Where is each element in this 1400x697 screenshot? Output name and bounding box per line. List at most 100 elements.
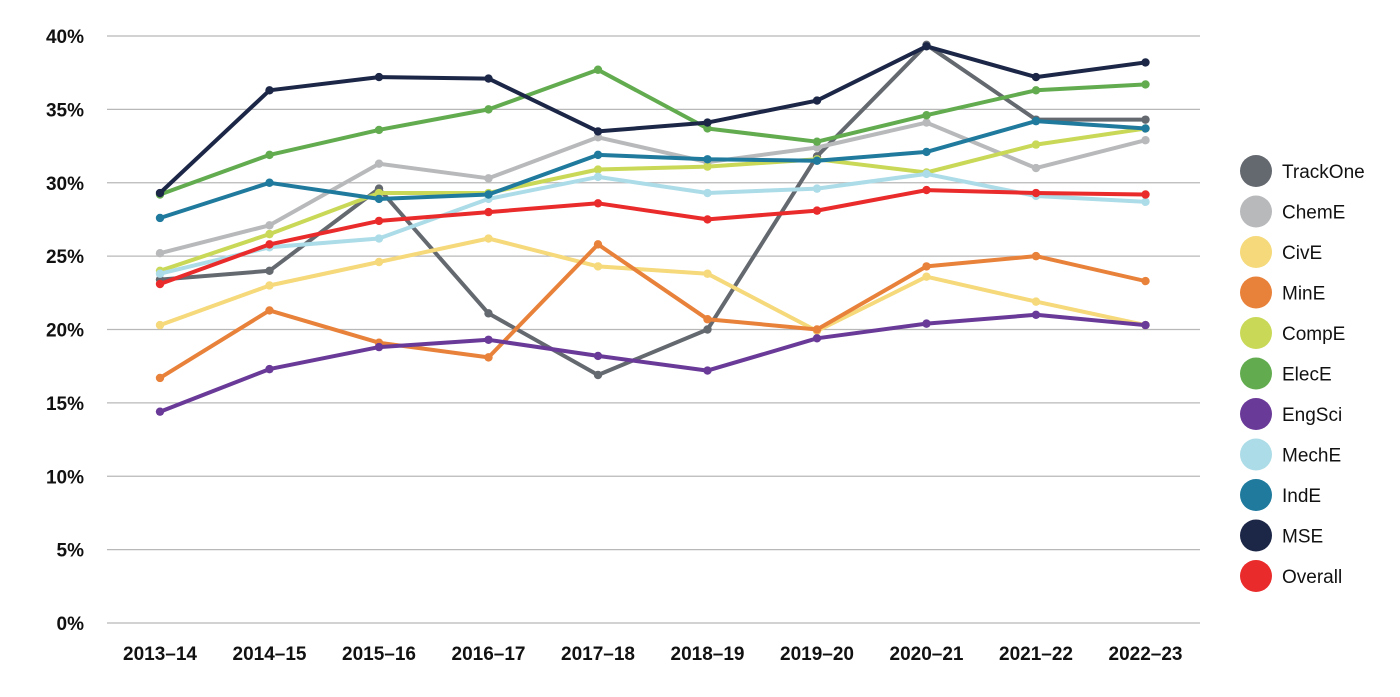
data-point xyxy=(703,315,712,324)
data-point xyxy=(265,229,274,239)
series-engsci xyxy=(155,310,1150,416)
data-point xyxy=(703,155,712,164)
legend-label: MechE xyxy=(1282,446,1341,467)
data-point xyxy=(265,306,274,315)
series-line xyxy=(158,242,1148,380)
data-point xyxy=(374,342,384,352)
series-layer xyxy=(155,40,1150,416)
y-axis-ticks: 0% 5% 10% 15% 20% 25% 30% 35% 40% xyxy=(46,27,84,635)
legend-item-cheme: ChemE xyxy=(1240,195,1345,228)
legend-swatch xyxy=(1240,519,1272,552)
legend-item-mine: MinE xyxy=(1240,276,1325,309)
legend-item-engsci: EngSci xyxy=(1240,398,1342,430)
data-point xyxy=(484,105,493,114)
legend-item-cive: CivE xyxy=(1240,236,1322,268)
data-point xyxy=(593,370,603,380)
data-point xyxy=(484,234,493,243)
legend-label: MinE xyxy=(1282,284,1325,305)
data-point xyxy=(265,281,274,290)
x-tick-label: 2019–20 xyxy=(780,644,854,665)
legend-item-elece: ElecE xyxy=(1240,357,1332,390)
x-tick-label: 2020–21 xyxy=(890,644,964,665)
legend-item-meche: MechE xyxy=(1240,438,1341,471)
data-point xyxy=(374,194,384,204)
legend: TrackOne ChemE CivE MinE CompE ElecE EngSci Mec… xyxy=(1240,155,1365,592)
legend-swatch xyxy=(1240,398,1272,430)
data-point xyxy=(265,221,274,230)
series-inde xyxy=(155,116,1150,223)
data-point xyxy=(1141,320,1150,330)
data-point xyxy=(593,262,603,271)
y-tick-label: 40% xyxy=(46,27,84,48)
legend-label: TrackOne xyxy=(1282,162,1365,183)
legend-label: ElecE xyxy=(1282,365,1332,386)
data-point xyxy=(155,188,165,198)
data-point xyxy=(484,174,493,183)
y-tick-label: 0% xyxy=(57,614,85,635)
data-point xyxy=(1031,163,1041,173)
data-point xyxy=(593,150,603,160)
data-point xyxy=(812,184,822,193)
legend-label: ChemE xyxy=(1282,203,1345,224)
data-point xyxy=(703,118,712,127)
data-point xyxy=(155,320,165,330)
data-point xyxy=(1031,86,1041,95)
data-point xyxy=(1141,276,1150,286)
legend-swatch xyxy=(1240,276,1272,309)
data-point xyxy=(374,257,384,267)
data-point xyxy=(374,188,384,198)
data-point xyxy=(374,72,384,82)
data-point xyxy=(265,266,274,275)
data-point xyxy=(812,206,822,215)
data-point xyxy=(593,351,603,361)
series-line xyxy=(158,67,1148,197)
data-point xyxy=(155,269,165,278)
data-point xyxy=(1141,190,1150,199)
data-point xyxy=(812,143,822,152)
series-line xyxy=(158,312,1148,414)
legend-swatch xyxy=(1240,317,1272,349)
data-point xyxy=(922,262,931,271)
x-tick-label: 2016–17 xyxy=(452,644,526,665)
legend-item-trackone: TrackOne xyxy=(1240,155,1365,187)
data-point xyxy=(155,407,165,416)
data-point xyxy=(922,118,931,127)
x-tick-label: 2015–16 xyxy=(342,644,416,665)
data-point xyxy=(1141,124,1150,133)
data-point xyxy=(922,272,931,281)
legend-label: IndE xyxy=(1282,486,1321,507)
legend-item-inde: IndE xyxy=(1240,479,1321,511)
data-point xyxy=(484,190,493,199)
legend-label: CivE xyxy=(1282,243,1322,264)
series-overall xyxy=(155,185,1150,289)
data-point xyxy=(593,199,603,208)
data-point xyxy=(484,207,493,217)
x-tick-label: 2017–18 xyxy=(561,644,635,665)
data-point xyxy=(812,334,822,343)
data-point xyxy=(155,373,165,383)
data-point xyxy=(484,353,493,362)
data-point xyxy=(812,325,822,334)
legend-swatch xyxy=(1240,357,1272,390)
data-point xyxy=(703,215,712,224)
data-point xyxy=(703,188,712,198)
series-line xyxy=(158,42,1148,377)
data-point xyxy=(922,42,931,51)
legend-label: Overall xyxy=(1282,567,1342,588)
data-point xyxy=(922,111,931,120)
data-point xyxy=(703,162,712,171)
legend-swatch xyxy=(1240,195,1272,228)
data-point xyxy=(812,137,822,146)
y-tick-label: 20% xyxy=(46,321,84,342)
data-point xyxy=(1031,188,1041,198)
data-point xyxy=(593,65,603,74)
data-point xyxy=(374,125,384,135)
data-point xyxy=(484,309,493,318)
data-point xyxy=(922,319,931,328)
y-tick-label: 5% xyxy=(57,541,85,562)
series-line xyxy=(158,188,1148,286)
data-point xyxy=(484,74,493,83)
data-point xyxy=(1031,72,1041,82)
legend-label: CompE xyxy=(1282,324,1345,345)
y-tick-label: 25% xyxy=(46,247,84,268)
